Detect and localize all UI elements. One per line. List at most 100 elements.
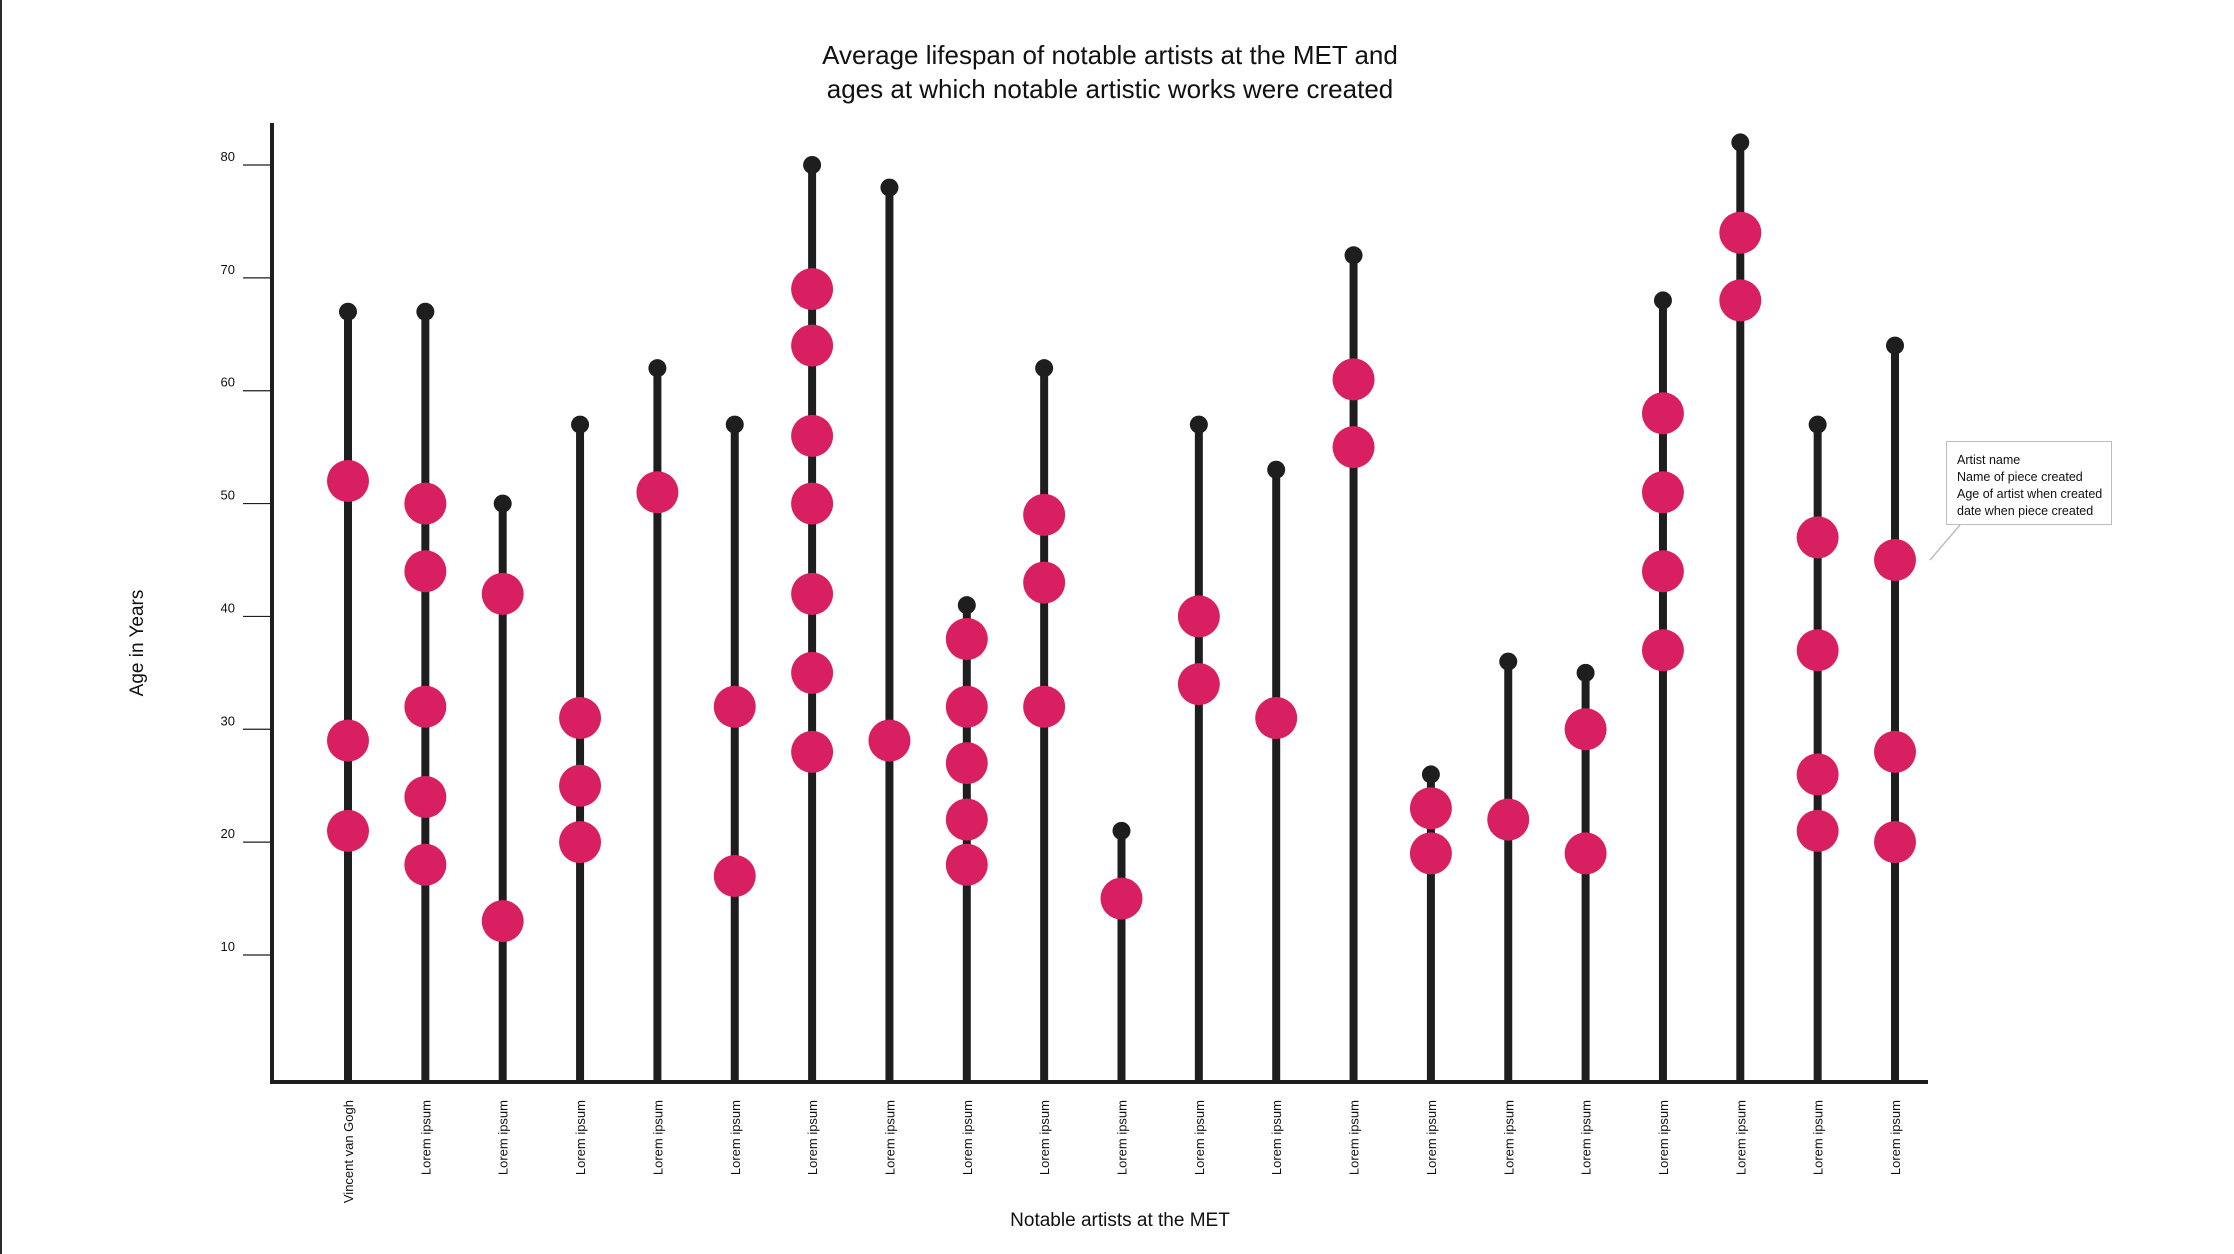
- artwork-age-dot[interactable]: [1874, 539, 1916, 581]
- artwork-age-dot[interactable]: [713, 855, 756, 897]
- artwork-age-dot[interactable]: [559, 697, 602, 739]
- artwork-age-dot[interactable]: [945, 618, 988, 660]
- lifespan-end-dot[interactable]: [725, 415, 744, 434]
- artwork-age-dot[interactable]: [559, 764, 602, 807]
- artwork-age-dot[interactable]: [1023, 493, 1066, 536]
- tooltip-pointer-line: [1929, 524, 1961, 561]
- artwork-age-dot[interactable]: [1332, 358, 1375, 401]
- y-tick-label: 40: [221, 600, 235, 615]
- artwork-age-dot[interactable]: [1719, 211, 1762, 254]
- artwork-age-dot[interactable]: [791, 572, 834, 615]
- y-tick-label: 20: [221, 826, 235, 841]
- lifespan-end-dot[interactable]: [416, 302, 435, 321]
- artwork-age-dot[interactable]: [791, 324, 834, 367]
- artwork-age-dot[interactable]: [1332, 426, 1375, 469]
- tooltip-pointer: [1929, 524, 1961, 561]
- lifespan-end-dot[interactable]: [1112, 821, 1131, 840]
- lifespan-end-dot[interactable]: [1421, 765, 1440, 784]
- artwork-age-dot[interactable]: [945, 685, 988, 728]
- lifespan-end-dot[interactable]: [803, 156, 822, 174]
- artwork-age-dot[interactable]: [327, 809, 369, 852]
- x-category-label: Lorem ipsum: [1656, 1100, 1671, 1175]
- x-category-label: Lorem ipsum: [1811, 1100, 1826, 1175]
- artwork-age-dot[interactable]: [1023, 685, 1066, 728]
- artwork-age-dot[interactable]: [327, 719, 369, 762]
- lifespan-end-dot[interactable]: [957, 596, 976, 615]
- lifespan-end-dot[interactable]: [1653, 291, 1672, 310]
- artwork-age-dot[interactable]: [1100, 877, 1143, 920]
- artwork-age-dot[interactable]: [1796, 809, 1839, 852]
- lifespan-end-dot[interactable]: [1035, 359, 1054, 378]
- artist-stems: [327, 133, 1916, 1082]
- lifespan-end-dot[interactable]: [1808, 415, 1827, 434]
- artwork-age-dot[interactable]: [1874, 821, 1916, 864]
- artwork-age-dot[interactable]: [1641, 629, 1684, 672]
- artwork-age-dot[interactable]: [868, 719, 911, 762]
- lifespan-end-dot[interactable]: [648, 359, 667, 378]
- x-category-label: Lorem ipsum: [805, 1100, 820, 1175]
- x-category-label: Lorem ipsum: [882, 1100, 897, 1175]
- artwork-age-dot[interactable]: [481, 900, 524, 943]
- lifespan-end-dot[interactable]: [493, 494, 512, 513]
- x-category-label: Vincent van Gogh: [341, 1100, 356, 1203]
- artwork-age-dot[interactable]: [636, 471, 679, 514]
- lifespan-end-dot[interactable]: [1189, 415, 1208, 434]
- tooltip-line-artist-age: Age of artist when created: [1957, 487, 2103, 501]
- artwork-age-dot[interactable]: [404, 843, 447, 886]
- artwork-age-dot[interactable]: [945, 742, 988, 785]
- artwork-age-dot[interactable]: [1177, 595, 1220, 638]
- artwork-age-dot[interactable]: [404, 482, 447, 525]
- artwork-age-dot[interactable]: [1796, 516, 1839, 559]
- x-axis: Vincent van Gogh Lorem ipsum Lorem ipsum Lo…: [270, 1080, 1928, 1203]
- lifespan-end-dot[interactable]: [339, 302, 357, 321]
- artwork-age-dot[interactable]: [1255, 697, 1298, 739]
- artwork-age-dot[interactable]: [1409, 832, 1452, 875]
- artwork-age-dot[interactable]: [1564, 708, 1607, 751]
- tooltip-line-piece-name: Name of piece created: [1957, 470, 2083, 484]
- lifespan-end-dot[interactable]: [1576, 663, 1595, 682]
- artwork-age-dot[interactable]: [713, 685, 756, 728]
- artwork-age-dot[interactable]: [945, 798, 988, 841]
- x-category-label: Lorem ipsum: [728, 1100, 743, 1175]
- lifespan-end-dot[interactable]: [1731, 133, 1750, 152]
- chart-title-line-2: ages at which notable artistic works wer…: [827, 74, 1394, 104]
- artwork-age-dot[interactable]: [945, 843, 988, 886]
- artwork-age-dot[interactable]: [791, 730, 834, 773]
- artwork-age-dot[interactable]: [1409, 787, 1452, 830]
- lifespan-end-dot[interactable]: [1499, 652, 1518, 671]
- artwork-age-dot[interactable]: [791, 651, 834, 694]
- x-axis-title: Notable artists at the MET: [1010, 1210, 1230, 1231]
- x-category-label: Lorem ipsum: [1347, 1100, 1362, 1175]
- x-category-label: Lorem ipsum: [1037, 1100, 1052, 1175]
- artwork-age-dot[interactable]: [791, 482, 834, 525]
- artwork-age-dot[interactable]: [481, 572, 524, 615]
- artwork-age-dot[interactable]: [1641, 550, 1684, 593]
- x-category-label: Lorem ipsum: [1424, 1100, 1439, 1175]
- artwork-age-dot[interactable]: [404, 776, 447, 818]
- artwork-age-dot[interactable]: [1487, 798, 1530, 841]
- lifespan-end-dot[interactable]: [1267, 460, 1286, 479]
- artwork-age-dot[interactable]: [1874, 730, 1916, 773]
- artwork-age-dot[interactable]: [791, 268, 834, 311]
- artwork-age-dot[interactable]: [327, 460, 369, 502]
- artwork-age-dot[interactable]: [1719, 279, 1762, 322]
- artwork-age-dot[interactable]: [1564, 832, 1607, 875]
- artwork-age-dot[interactable]: [1796, 629, 1839, 672]
- artwork-age-dot[interactable]: [559, 821, 602, 864]
- x-category-label: Lorem ipsum: [1888, 1100, 1903, 1175]
- artwork-age-dot[interactable]: [404, 685, 447, 728]
- artwork-age-dot[interactable]: [1641, 471, 1684, 514]
- lifespan-end-dot[interactable]: [1886, 336, 1904, 355]
- lifespan-end-dot[interactable]: [1344, 246, 1363, 265]
- artwork-age-dot[interactable]: [1641, 392, 1684, 435]
- lifespan-end-dot[interactable]: [880, 178, 899, 197]
- artwork-age-dot[interactable]: [404, 550, 447, 593]
- artwork-age-dot[interactable]: [1177, 663, 1220, 706]
- artwork-age-dot[interactable]: [791, 414, 834, 457]
- x-category-label: Lorem ipsum: [650, 1100, 665, 1175]
- artwork-age-dot[interactable]: [1796, 753, 1839, 796]
- y-tick-label: 60: [221, 375, 235, 390]
- lifespan-end-dot[interactable]: [571, 415, 590, 434]
- y-tick-label: 10: [221, 939, 235, 954]
- artwork-age-dot[interactable]: [1023, 561, 1066, 604]
